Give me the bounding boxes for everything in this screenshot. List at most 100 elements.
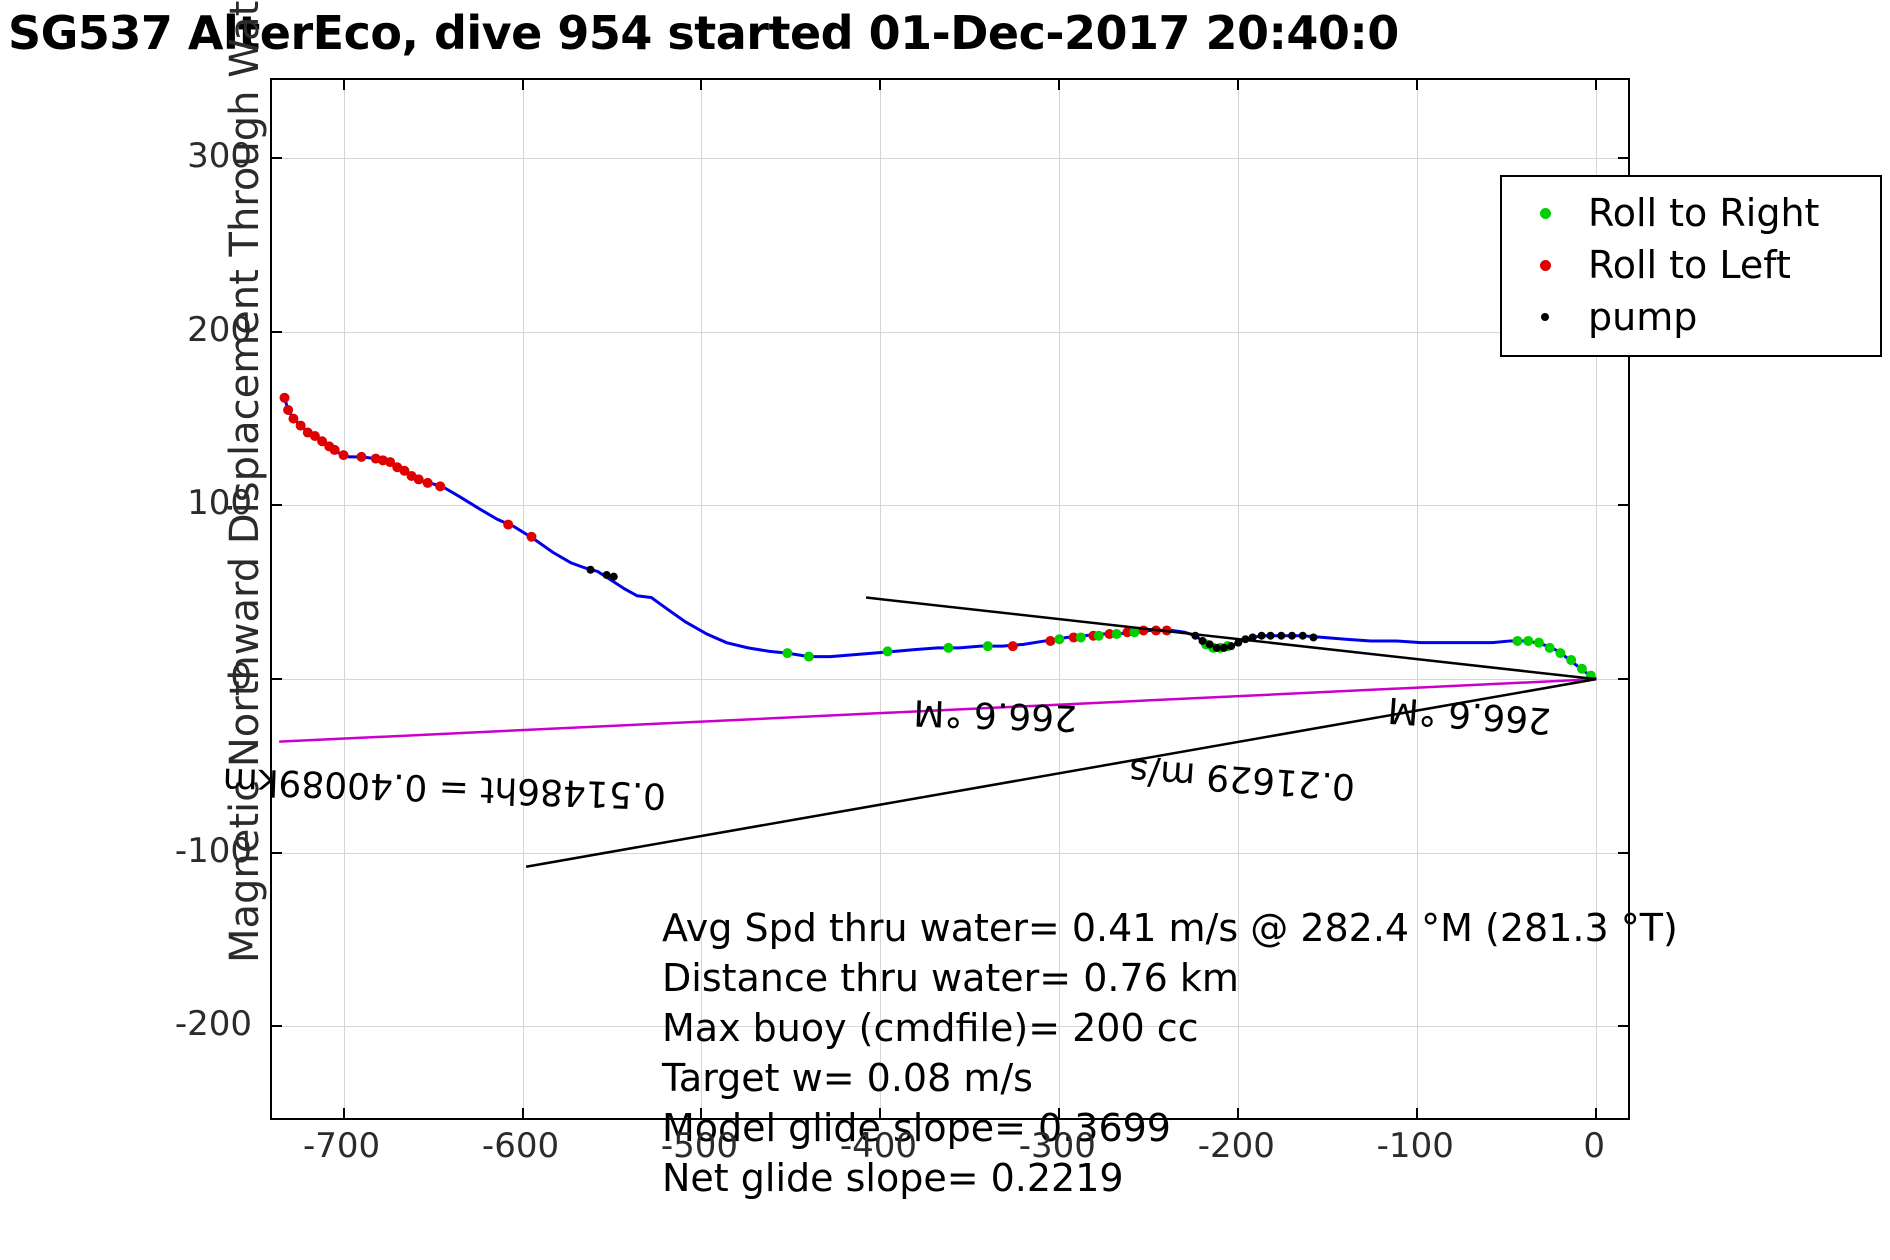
y-tick [272,330,282,333]
y-tick [272,851,282,854]
series-point [1045,635,1056,646]
legend-marker-red-dot-icon [1502,259,1588,271]
y-tick [272,157,282,160]
x-tick [1416,1108,1419,1118]
x-tick [342,80,345,90]
y-tick [1618,678,1628,681]
series-point [1533,637,1544,648]
x-tick [879,1108,882,1118]
series-point [1212,643,1221,652]
gridline-horizontal [272,158,1628,160]
y-tick-label: -100 [174,830,252,871]
series-point [288,413,299,424]
x-tick-label: -100 [1376,1126,1454,1166]
annotation-line-net-slope: Net glide slope= 0.2219 [662,1156,1124,1200]
gridline-vertical [701,80,703,1118]
gridline-horizontal [272,505,1628,507]
series-point [803,651,814,662]
series-point [1257,631,1266,640]
gridline-vertical [1059,80,1061,1118]
x-tick [1237,1108,1240,1118]
x-tick [1058,1108,1061,1118]
x-tick-label: -500 [660,1126,739,1166]
series-line [865,596,1597,681]
series-point [1198,636,1207,645]
series-point [295,420,306,431]
annotation-line-distance: Distance thru water= 0.76 km [662,956,1239,1000]
annotation-line-model-slope: Model glide slope= 0.3699 [662,1106,1171,1150]
series-point [1104,628,1115,639]
gridline-vertical [1238,80,1240,1118]
gridline-vertical [1417,80,1419,1118]
legend: Roll to Right Roll to Left pump [1500,175,1882,357]
y-tick-label: 200 [187,309,252,350]
series-point [279,392,290,403]
legend-item-roll-right: Roll to Right [1502,187,1880,239]
series-point [943,642,954,653]
series-point [1288,631,1296,640]
legend-label-roll-left: Roll to Left [1588,243,1791,287]
series-point [309,431,320,442]
legend-label-roll-right: Roll to Right [1588,191,1820,235]
annotation-line-max-buoy: Max buoy (cmdfile)= 200 cc [662,1006,1199,1050]
series-point [1277,631,1286,640]
y-tick [1618,1025,1628,1028]
series-point [1122,627,1133,638]
series-point [1309,633,1318,642]
series-point [422,477,433,488]
summary-annotation-block: Avg Spd thru water= 0.41 m/s @ 282.4 °M … [662,903,1678,1203]
series-point [356,451,367,462]
series-point [1068,632,1079,643]
x-tick [700,1108,703,1118]
gridline-horizontal [272,852,1628,854]
series-point [1007,641,1018,652]
gridline-horizontal [272,1026,1628,1028]
series-point [283,404,294,415]
x-tick [1416,80,1419,90]
series-point [1234,638,1243,647]
series-point [1205,640,1214,649]
series-point [413,474,424,485]
x-tick [879,80,882,90]
series-point [1555,648,1566,659]
x-tick [342,1108,345,1118]
y-tick [1618,504,1628,507]
plot-area: 0.51486ht = 0.40089km 266.6 °M 0.21629 m… [222,78,1882,1200]
x-tick-label: -600 [481,1126,560,1166]
x-tick [521,80,524,90]
x-tick [700,80,703,90]
y-tick [1618,157,1628,160]
gridline-vertical [1596,80,1598,1118]
series-point [602,570,611,579]
x-tick-label: -700 [302,1126,381,1166]
series-point [1576,663,1587,674]
y-tick [1618,851,1628,854]
series-point [1512,635,1523,646]
x-tick [1058,80,1061,90]
series-point [338,450,349,461]
legend-marker-black-dot-icon [1502,313,1588,321]
x-tick [1237,80,1240,90]
series-point [982,641,993,652]
series-point [782,648,793,659]
gridline-vertical [343,80,345,1118]
x-tick [1595,80,1598,90]
series-point [1093,630,1104,641]
series-point [385,457,396,468]
legend-item-roll-left: Roll to Left [1502,239,1880,291]
series-point [1523,635,1534,646]
annotation-line-target-w: Target w= 0.08 m/s [662,1056,1033,1100]
series-point [1544,642,1555,653]
annotation-line-avg-speed: Avg Spd thru water= 0.41 m/s @ 282.4 °M … [662,906,1678,950]
series-point [1220,643,1228,652]
series-point [526,531,537,542]
series-point [882,646,893,657]
series-point [317,436,328,447]
series-point [1227,642,1236,651]
y-tick-label: 100 [187,483,252,524]
x-tick [1595,1108,1598,1118]
y-tick-label: 0 [230,657,252,698]
gridline-horizontal [272,679,1628,681]
x-tick-label: -400 [839,1126,917,1166]
series-point [1566,655,1577,666]
